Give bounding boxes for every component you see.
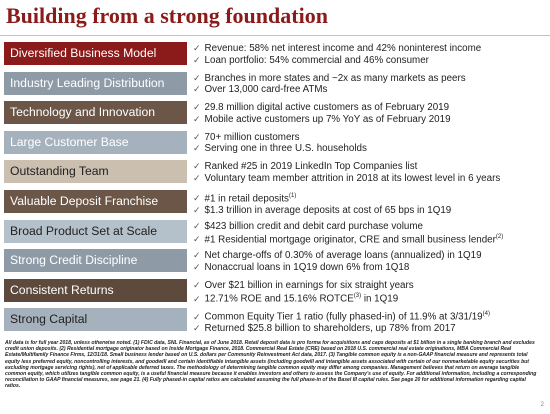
bullet: ✓ Common Equity Tier 1 ratio (fully phase… xyxy=(193,309,548,323)
bullet-text: Revenue: 58% net interest income and 42%… xyxy=(204,43,482,54)
bullet: ✓ $1.3 trillion in average deposits at co… xyxy=(193,205,548,217)
bullet: ✓ $423 billion credit and debit card purc… xyxy=(193,221,548,233)
bullet-text: Voluntary team member attrition in 2018 … xyxy=(204,172,501,184)
bullet: ✓ 12.71% ROE and 15.16% ROTCE(3) in 1Q19 xyxy=(193,291,548,305)
bullet: ✓ 70+ million customers xyxy=(193,132,548,144)
divider xyxy=(0,35,550,36)
bullet-list: ✓ Net charge-offs of 0.30% of average loa… xyxy=(193,250,548,273)
checkmark: ✓ xyxy=(193,143,201,154)
footnote-ref: (3) xyxy=(353,293,362,300)
bullet-list: ✓ $423 billion credit and debit card purc… xyxy=(193,221,548,246)
bullet-text: Over $21 billion in earnings for six str… xyxy=(204,279,414,291)
bullet-text: Branches in more states and ~2x as many … xyxy=(204,72,466,84)
checkmark: ✓ xyxy=(193,293,201,304)
footnote-ref: (1) xyxy=(288,193,297,199)
bullet-list: ✓ Branches in more states and ~2x as many… xyxy=(193,73,548,96)
bullet-text: $1.3 trillion in average deposits at cos… xyxy=(204,204,452,216)
checkmark: ✓ xyxy=(193,311,201,322)
row-label: Technology and Innovation xyxy=(4,101,187,125)
footnote-ref: (2) xyxy=(495,234,504,241)
checkmark: ✓ xyxy=(193,323,201,334)
slide-title: Building from a strong foundation xyxy=(6,3,328,28)
bullet: ✓ Revenue: 58% net interest income and 42… xyxy=(193,43,548,55)
footnote: All data is for full year 2018, unless o… xyxy=(5,340,537,390)
bullet-list: ✓ Common Equity Tier 1 ratio (fully phase… xyxy=(193,309,548,334)
bullet-text: 12.71% ROE and 15.16% ROTCE xyxy=(204,293,354,305)
page-number: 2 xyxy=(540,402,544,408)
row-label: Broad Product Set at Scale xyxy=(4,219,187,243)
bullet-text: 70+ million customers xyxy=(204,131,300,143)
checkmark: ✓ xyxy=(193,234,201,245)
bullet-list: ✓ Over $21 billion in earnings for six st… xyxy=(193,280,548,305)
bullet-text: Over 13,000 card-free ATMs xyxy=(204,84,328,96)
bullet: ✓ Nonaccrual loans in 1Q19 down 6% from 1… xyxy=(193,262,548,274)
bullet-text: $423 billion credit and debit card purch… xyxy=(204,220,423,232)
checkmark: ✓ xyxy=(193,43,201,53)
checkmark: ✓ xyxy=(193,113,201,124)
row-label: Outstanding Team xyxy=(4,160,187,184)
bullet: ✓ Mobile active customers up 7% YoY as of… xyxy=(193,114,548,126)
row-label: Consistent Returns xyxy=(4,278,187,302)
checkmark: ✓ xyxy=(193,204,201,215)
bullet: ✓ Net charge-offs of 0.30% of average loa… xyxy=(193,250,548,262)
bullet-text: Serving one in three U.S. households xyxy=(204,143,367,155)
bullet-text: #1 in retail deposits xyxy=(204,193,289,205)
row-label: Industry Leading Distribution xyxy=(4,71,187,95)
bullet-text: in 1Q19 xyxy=(361,293,399,305)
checkmark: ✓ xyxy=(193,72,201,83)
bullet: ✓ Over $21 billion in earnings for six st… xyxy=(193,280,548,292)
bullet-text: #1 Residential mortgage originator, CRE … xyxy=(204,234,496,246)
bullet-text: Returned $25.8 billion to shareholders, … xyxy=(204,323,456,335)
bullet-text: 29.8 million digital active customers as… xyxy=(204,102,450,114)
row-label: Large Customer Base xyxy=(4,130,187,154)
checkmark: ✓ xyxy=(193,193,201,204)
bullet: ✓ Ranked #25 in 2019 LinkedIn Top Compani… xyxy=(193,161,548,173)
bullet-text: Common Equity Tier 1 ratio (fully phased… xyxy=(204,311,483,323)
bullet: ✓ #1 in retail deposits(1) xyxy=(193,191,548,205)
bullet-list: ✓ 29.8 million digital active customers a… xyxy=(193,102,548,125)
checkmark: ✓ xyxy=(193,161,201,172)
checkmark: ✓ xyxy=(193,261,201,272)
footnote-ref: (4) xyxy=(482,311,490,318)
bullet: ✓ #1 Residential mortgage originator, CRE… xyxy=(193,232,548,246)
checkmark: ✓ xyxy=(193,172,201,183)
bullet: ✓ Branches in more states and ~2x as many… xyxy=(193,73,548,85)
checkmark: ✓ xyxy=(193,279,201,290)
bullet-list: ✓ #1 in retail deposits(1) ✓ $1.3 trillion … xyxy=(193,191,548,216)
bullet-text: Net charge-offs of 0.30% of average loan… xyxy=(204,250,482,262)
bullet-list: ✓ Ranked #25 in 2019 LinkedIn Top Compani… xyxy=(193,161,548,184)
bullet-text: Nonaccrual loans in 1Q19 down 6% from 1Q… xyxy=(204,261,410,273)
bullet-text: Ranked #25 in 2019 LinkedIn Top Companie… xyxy=(204,161,418,173)
checkmark: ✓ xyxy=(193,250,201,261)
bullet-list: ✓ Revenue: 58% net interest income and 42… xyxy=(193,43,548,66)
checkmark: ✓ xyxy=(193,54,201,65)
bullet: ✓ Returned $25.8 billion to shareholders,… xyxy=(193,323,548,335)
row-label: Strong Credit Discipline xyxy=(4,249,187,273)
bullet: ✓ Serving one in three U.S. households xyxy=(193,143,548,155)
row-label: Valuable Deposit Franchise xyxy=(4,190,187,213)
bullet: ✓ Loan portfolio: 54% commercial and 46% … xyxy=(193,55,548,67)
checkmark: ✓ xyxy=(193,220,201,231)
bullet-text: Mobile active customers up 7% YoY as of … xyxy=(204,113,451,125)
row-label: Strong Capital xyxy=(4,308,187,332)
bullet: ✓ 29.8 million digital active customers a… xyxy=(193,102,548,114)
bullet: ✓ Voluntary team member attrition in 2018… xyxy=(193,173,548,185)
bullet: ✓ Over 13,000 card-free ATMs xyxy=(193,84,548,96)
bullet-list: ✓ 70+ million customers ✓ Serving one in th… xyxy=(193,132,548,155)
checkmark: ✓ xyxy=(193,131,201,142)
checkmark: ✓ xyxy=(193,84,201,95)
bullet-text: Loan portfolio: 54% commercial and 46% c… xyxy=(204,54,429,66)
checkmark: ✓ xyxy=(193,102,201,113)
row-label: Diversified Business Model xyxy=(4,42,187,65)
